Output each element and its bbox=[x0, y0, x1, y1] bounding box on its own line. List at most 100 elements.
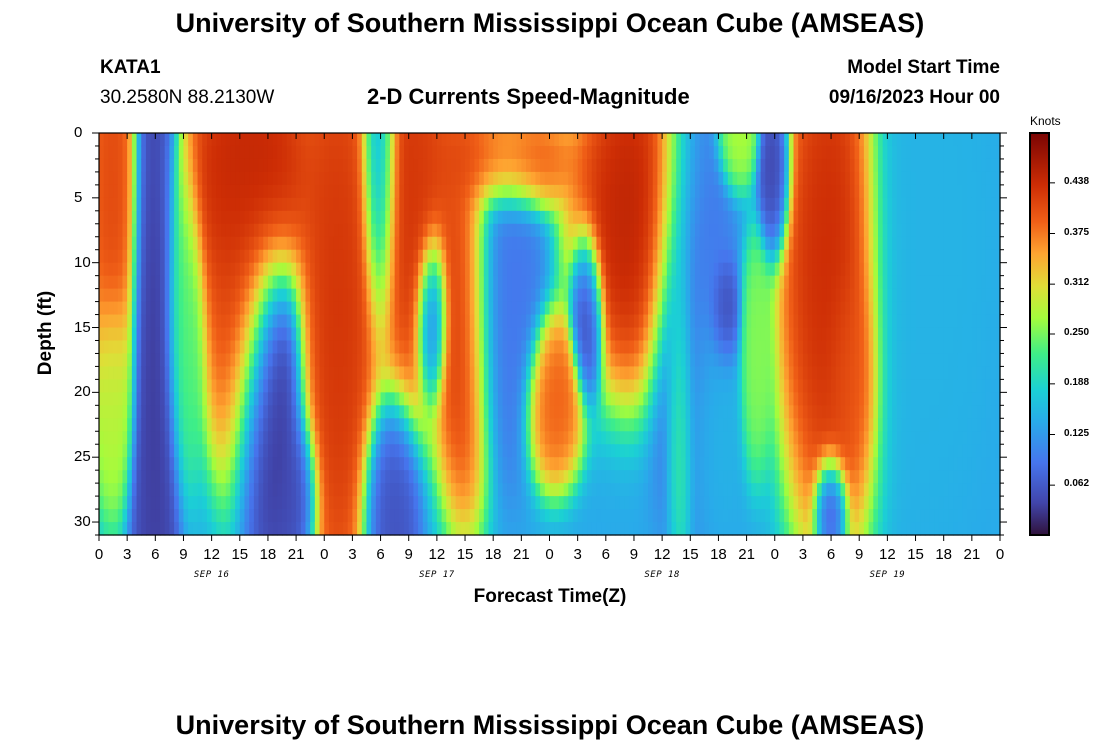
heatmap-cell bbox=[131, 210, 138, 225]
heatmap-cell bbox=[160, 197, 166, 212]
heatmap-cell bbox=[178, 301, 185, 316]
heatmap-cell bbox=[821, 262, 827, 277]
heatmap-cell bbox=[737, 418, 743, 432]
heatmap-cell bbox=[174, 223, 180, 238]
heatmap-cell bbox=[324, 275, 330, 290]
heatmap-cell bbox=[145, 496, 152, 510]
heatmap-cell bbox=[793, 483, 799, 497]
heatmap-cell bbox=[483, 392, 490, 406]
heatmap-cell bbox=[802, 522, 809, 536]
heatmap-cell bbox=[530, 133, 537, 147]
heatmap-cell bbox=[455, 470, 461, 484]
heatmap-cell bbox=[511, 405, 518, 419]
heatmap-cell bbox=[601, 340, 607, 355]
heatmap-cell bbox=[540, 418, 546, 432]
heatmap-cell bbox=[160, 145, 166, 160]
heatmap-cell bbox=[230, 470, 236, 484]
heatmap-cell bbox=[225, 366, 231, 380]
heatmap-cell bbox=[540, 457, 546, 471]
heatmap-cell bbox=[479, 210, 485, 225]
heatmap-cell bbox=[188, 457, 194, 471]
heatmap-cell bbox=[357, 184, 363, 199]
heatmap-cell bbox=[183, 483, 189, 497]
heatmap-cell bbox=[516, 431, 522, 445]
heatmap-cell bbox=[596, 379, 602, 393]
heatmap-cell bbox=[291, 314, 297, 329]
heatmap-cell bbox=[638, 470, 644, 484]
heatmap-cell bbox=[849, 405, 856, 419]
heatmap-cell bbox=[845, 184, 851, 199]
heatmap-cell bbox=[131, 275, 138, 290]
heatmap-cell bbox=[526, 223, 532, 238]
heatmap-cell bbox=[798, 340, 804, 355]
heatmap-cell bbox=[202, 340, 208, 355]
heatmap-cell bbox=[821, 249, 827, 264]
heatmap-cell bbox=[286, 366, 292, 380]
heatmap-cell bbox=[591, 327, 598, 342]
heatmap-cell bbox=[816, 197, 823, 212]
heatmap-cell bbox=[690, 197, 696, 212]
heatmap-cell bbox=[488, 210, 494, 225]
heatmap-cell bbox=[99, 366, 105, 380]
heatmap-cell bbox=[357, 431, 363, 445]
heatmap-cell bbox=[155, 133, 161, 147]
heatmap-cell bbox=[296, 496, 302, 510]
heatmap-cell bbox=[286, 340, 292, 355]
heatmap-cell bbox=[652, 405, 659, 419]
heatmap-cell bbox=[540, 522, 546, 536]
heatmap-cell bbox=[244, 483, 250, 497]
heatmap-cell bbox=[802, 184, 809, 199]
heatmap-cell bbox=[831, 236, 837, 251]
heatmap-cell bbox=[826, 353, 832, 368]
heatmap-cell bbox=[831, 145, 837, 160]
heatmap-cell bbox=[563, 353, 569, 368]
heatmap-cell bbox=[333, 210, 339, 225]
heatmap-cell bbox=[516, 327, 522, 342]
heatmap-cell bbox=[141, 379, 147, 393]
heatmap-cell bbox=[432, 184, 438, 199]
heatmap-cell bbox=[291, 418, 297, 432]
heatmap-cell bbox=[197, 418, 203, 432]
heatmap-cell bbox=[221, 405, 227, 419]
heatmap-cell bbox=[788, 197, 795, 212]
heatmap-cell bbox=[427, 236, 433, 251]
heatmap-cell bbox=[568, 223, 574, 238]
heatmap-cell bbox=[497, 236, 504, 251]
heatmap-cell bbox=[319, 158, 325, 173]
heatmap-cell bbox=[136, 223, 142, 238]
heatmap-cell bbox=[474, 249, 480, 264]
heatmap-cell bbox=[380, 275, 386, 290]
heatmap-cell bbox=[798, 171, 804, 186]
heatmap-cell bbox=[619, 340, 626, 355]
heatmap-cell bbox=[371, 483, 377, 497]
heatmap-cell bbox=[826, 249, 832, 264]
heatmap-cell bbox=[577, 171, 583, 186]
heatmap-cell bbox=[174, 522, 180, 536]
heatmap-cell bbox=[282, 522, 288, 536]
heatmap-cell bbox=[399, 431, 405, 445]
heatmap-cell bbox=[544, 210, 551, 225]
heatmap-cell bbox=[117, 301, 124, 316]
heatmap-cell bbox=[596, 392, 602, 406]
heatmap-cell bbox=[826, 418, 832, 432]
heatmap-cell bbox=[544, 171, 551, 186]
heatmap-cell bbox=[441, 133, 447, 147]
heatmap-cell bbox=[422, 288, 429, 303]
heatmap-cell bbox=[380, 496, 386, 510]
heatmap-cell bbox=[619, 483, 626, 497]
heatmap-cell bbox=[469, 470, 476, 484]
heatmap-cell bbox=[141, 223, 147, 238]
heatmap-cell bbox=[685, 405, 691, 419]
heatmap-cell bbox=[174, 249, 180, 264]
heatmap-cell bbox=[666, 483, 673, 497]
heatmap-cell bbox=[746, 171, 752, 186]
heatmap-cell bbox=[648, 457, 654, 471]
heatmap-cell bbox=[568, 366, 574, 380]
heatmap-cell bbox=[483, 431, 490, 445]
heatmap-cell bbox=[615, 288, 621, 303]
heatmap-cell bbox=[774, 379, 781, 393]
heatmap-cell bbox=[389, 418, 396, 432]
heatmap-cell bbox=[751, 158, 757, 173]
heatmap-cell bbox=[202, 301, 208, 316]
heatmap-cell bbox=[131, 522, 138, 536]
